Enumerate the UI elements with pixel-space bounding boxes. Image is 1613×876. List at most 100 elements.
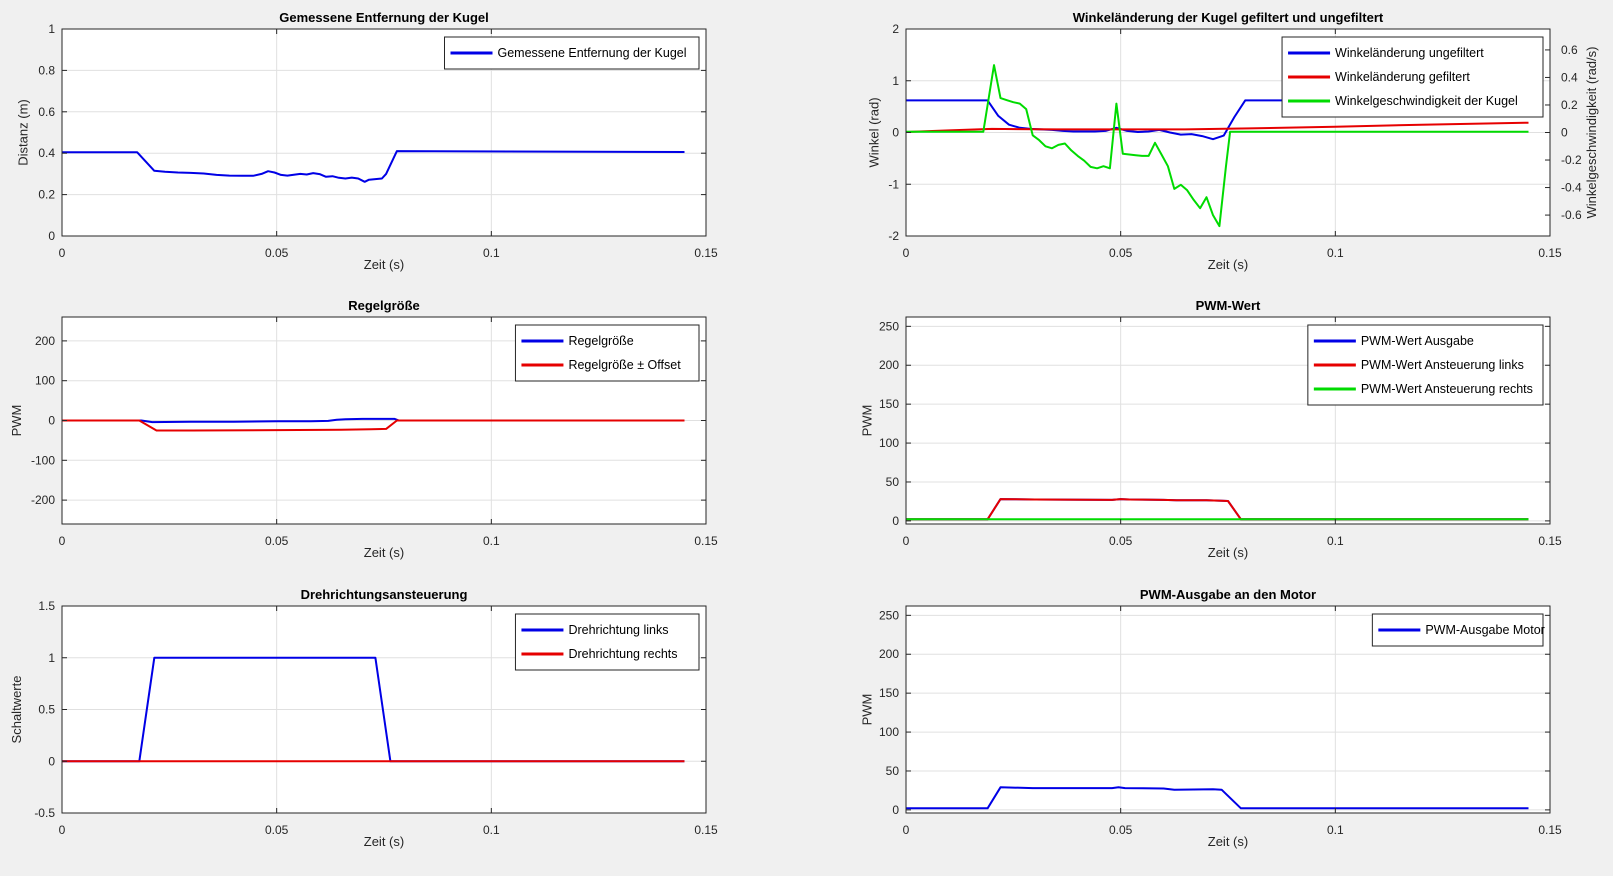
svg-text:0.15: 0.15 (694, 534, 718, 548)
subplot-pwm-wert: 0 0.05 0.1 0.15 0 50 100 150 200 250 PWM-Wert Zeit … (860, 298, 1562, 560)
x-axis-label: Zeit (s) (1208, 545, 1248, 560)
legend-box (514, 324, 700, 382)
subplot-winkelaenderung: 0 0.05 0.1 0.15 -2 -1 0 1 2 -0.6 -0.4 -0.2 0 0.2 0.4 0.… (866, 10, 1599, 272)
svg-text:-0.6: -0.6 (1561, 208, 1582, 222)
subplot-pwm-ausgabe-motor: 0 0.05 0.1 0.15 0 50 100 150 200 250 PWM-Ausgabe a… (860, 587, 1562, 849)
legend-label-gemessene-entfernung-der-kugel: Gemessene Entfernung der Kugel (498, 46, 687, 60)
svg-text:-0.2: -0.2 (1561, 153, 1582, 167)
svg-text:0: 0 (892, 126, 899, 140)
svg-text:150: 150 (879, 397, 899, 411)
series-group (62, 417, 685, 432)
svg-text:0: 0 (59, 534, 66, 548)
subplot-title: PWM-Wert (1196, 298, 1261, 313)
svg-text:100: 100 (879, 436, 899, 450)
svg-text:200: 200 (879, 647, 899, 661)
legend: Drehrichtung links Drehrichtung rechts (514, 613, 700, 671)
legend: PWM-Wert Ausgabe PWM-Wert Ansteuerung lin… (1307, 324, 1544, 406)
x-axis-label: Zeit (s) (1208, 257, 1248, 272)
legend-label-winkelgeschwindigkeit-der-kugel: Winkelgeschwindigkeit der Kugel (1335, 94, 1518, 108)
svg-text:0.15: 0.15 (1538, 534, 1562, 548)
axes-box (61, 28, 707, 237)
svg-text:0.05: 0.05 (265, 246, 289, 260)
x-axis-label: Zeit (s) (364, 545, 404, 560)
axes-box (905, 316, 1551, 525)
subplot-regelgroesse: 0 0.05 0.1 0.15 -200 -100 0 100 200 Regelgröße Zei… (9, 298, 718, 560)
svg-text:0.1: 0.1 (483, 246, 500, 260)
tick-marks (905, 28, 1551, 237)
tick-labels: 0 0.05 0.1 0.15 -200 -100 0 100 200 (31, 334, 718, 548)
subplot-gemessene-entfernung: 0 0.05 0.1 0.15 0 0.2 0.4 0.6 0.8 1 Gemessene Entf… (16, 10, 718, 272)
svg-text:0: 0 (892, 803, 899, 817)
svg-text:0.4: 0.4 (38, 146, 55, 160)
subplot-title: PWM-Ausgabe an den Motor (1140, 587, 1316, 602)
tick-labels: 0 0.05 0.1 0.15 0 50 100 150 200 250 (879, 608, 1562, 837)
svg-text:1: 1 (48, 22, 55, 36)
svg-text:1: 1 (48, 651, 55, 665)
tick-marks (61, 317, 707, 524)
svg-text:1.5: 1.5 (38, 599, 55, 613)
legend: Regelgröße Regelgröße ± Offset (514, 324, 700, 382)
tick-marks (61, 605, 707, 814)
y-axis-label-right: Winkelgeschwindigkeit (rad/s) (1584, 47, 1599, 219)
svg-text:0.15: 0.15 (1538, 246, 1562, 260)
svg-text:150: 150 (879, 686, 899, 700)
svg-text:50: 50 (886, 475, 900, 489)
svg-text:0.6: 0.6 (38, 105, 55, 119)
legend-label-winkel-nderung-gefiltert: Winkeländerung gefiltert (1335, 70, 1470, 84)
x-axis-label: Zeit (s) (1208, 834, 1248, 849)
svg-text:200: 200 (879, 358, 899, 372)
legend: Winkeländerung ungefiltert Winkeländerung… (1281, 36, 1544, 118)
svg-text:0.1: 0.1 (1327, 823, 1344, 837)
legend-label-drehrichtung-rechts: Drehrichtung rechts (568, 647, 677, 661)
legend-label-regelgr-e: Regelgröße (568, 334, 633, 348)
svg-text:0: 0 (903, 534, 910, 548)
svg-text:0.15: 0.15 (694, 823, 718, 837)
series-winkelgeschwindigkeit-der-kugel (906, 64, 1529, 228)
subplot-title: Drehrichtungsansteuerung (301, 587, 468, 602)
y-axis-label: PWM (860, 694, 875, 726)
tick-labels: 0 0.05 0.1 0.15 0 0.2 0.4 0.6 0.8 1 (38, 22, 718, 260)
subplot-drehrichtung: 0 0.05 0.1 0.15 -0.5 0 0.5 1 1.5 Drehrichtungsans… (9, 587, 718, 849)
tick-marks (905, 606, 1551, 813)
series-regelgr-e (62, 417, 685, 424)
svg-text:0: 0 (903, 823, 910, 837)
svg-text:-0.4: -0.4 (1561, 181, 1582, 195)
svg-text:-200: -200 (31, 493, 55, 507)
svg-text:0.6: 0.6 (1561, 43, 1578, 57)
y-axis-label: Distanz (m) (16, 99, 31, 165)
series-group (62, 150, 685, 183)
svg-text:0.05: 0.05 (1109, 823, 1133, 837)
series-pwm-ausgabe-motor (906, 786, 1529, 810)
svg-text:-0.5: -0.5 (34, 806, 55, 820)
tick-labels: 0 0.05 0.1 0.15 0 50 100 150 200 250 (879, 319, 1562, 548)
x-axis-label: Zeit (s) (364, 834, 404, 849)
svg-text:0.05: 0.05 (1109, 246, 1133, 260)
series-winkel-nderung-gefiltert (905, 121, 1529, 133)
svg-text:200: 200 (35, 334, 55, 348)
legend-label-pwm-wert-ausgabe: PWM-Wert Ausgabe (1361, 334, 1474, 348)
legend-label-pwm-ausgabe-motor: PWM-Ausgabe Motor (1425, 623, 1544, 637)
y-axis-label: Winkel (rad) (866, 97, 881, 167)
series-pwm-wert-ansteuerung-links (906, 498, 1529, 521)
svg-text:1: 1 (892, 74, 899, 88)
svg-text:0.1: 0.1 (1327, 534, 1344, 548)
tick-marks (61, 28, 707, 237)
tick-labels: 0 0.05 0.1 0.15 -0.5 0 0.5 1 1.5 (34, 599, 718, 837)
svg-text:250: 250 (879, 608, 899, 622)
svg-text:0: 0 (48, 414, 55, 428)
svg-text:0.15: 0.15 (694, 246, 718, 260)
svg-text:0.2: 0.2 (1561, 98, 1578, 112)
legend-label-pwm-wert-ansteuerung-links: PWM-Wert Ansteuerung links (1361, 358, 1524, 372)
svg-text:-1: -1 (888, 177, 899, 191)
svg-text:0.8: 0.8 (38, 63, 55, 77)
tick-labels: 0 0.05 0.1 0.15 -2 -1 0 1 2 -0.6 -0.4 -0.2 0 0.2 0.4 0.… (888, 22, 1582, 260)
svg-text:0: 0 (59, 246, 66, 260)
series-group (906, 786, 1529, 810)
svg-text:0.05: 0.05 (265, 823, 289, 837)
subplot-title: Winkeländerung der Kugel gefiltert und u… (1073, 10, 1384, 25)
svg-text:0.5: 0.5 (38, 703, 55, 717)
tick-marks (905, 317, 1551, 524)
